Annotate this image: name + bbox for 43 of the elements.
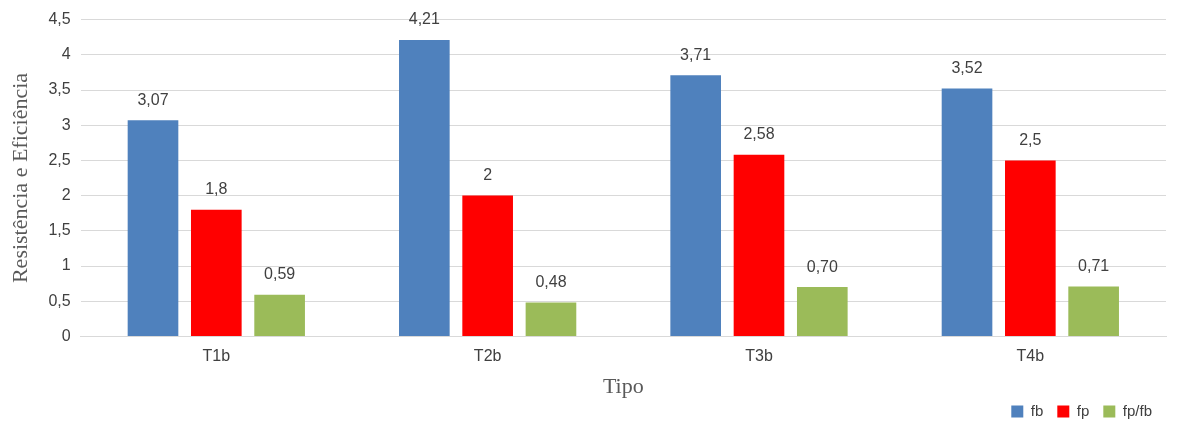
- legend-label: fb: [1030, 401, 1044, 419]
- bar: [1005, 160, 1056, 336]
- data-label: 3,07: [137, 90, 169, 108]
- data-label: 0,59: [264, 265, 296, 283]
- x-tick-label: T3b: [745, 347, 773, 365]
- data-label: 0,48: [535, 273, 567, 291]
- data-label: 3,52: [951, 59, 983, 76]
- bar: [399, 40, 450, 336]
- bar: [941, 88, 993, 336]
- y-tick-label: 0,5: [48, 291, 71, 309]
- data-label: 4,21: [408, 10, 441, 28]
- y-axis-title: Resistência e Eficiência: [6, 72, 32, 284]
- bar: [462, 195, 513, 336]
- y-tick-label: 3,5: [48, 80, 71, 98]
- data-label: 2,5: [1019, 130, 1042, 148]
- y-tick-label: 2: [61, 186, 71, 204]
- data-label: 1,8: [205, 180, 228, 198]
- x-tick-label: T1b: [202, 347, 231, 365]
- x-axis-title: Tipo: [602, 372, 644, 398]
- x-tick-label: T2b: [473, 347, 502, 365]
- y-tick-label: 0: [61, 326, 71, 344]
- y-tick-label: 3: [61, 115, 71, 133]
- bar: [254, 294, 305, 336]
- y-tick-label: 2,5: [48, 150, 71, 168]
- bar: [670, 75, 721, 336]
- bar: [796, 287, 848, 336]
- y-tick-label: 1,5: [48, 221, 71, 239]
- y-tick-label: 1: [61, 256, 71, 274]
- bar: [1068, 286, 1119, 336]
- legend-label: fp: [1076, 401, 1090, 419]
- bar: [127, 120, 179, 336]
- y-tick-label: 4: [61, 45, 71, 63]
- data-label: 3,71: [680, 45, 712, 63]
- data-label: 0,71: [1078, 256, 1110, 274]
- x-tick-label: T4b: [1016, 347, 1045, 365]
- bar: [525, 302, 577, 336]
- data-label: 2,58: [743, 125, 775, 143]
- legend-label: fp/fb: [1122, 401, 1152, 419]
- bar: [733, 154, 785, 336]
- bar: [190, 209, 242, 336]
- data-label: 2: [483, 166, 493, 184]
- data-label: 0,70: [806, 257, 838, 275]
- y-tick-label: 4,5: [48, 10, 71, 28]
